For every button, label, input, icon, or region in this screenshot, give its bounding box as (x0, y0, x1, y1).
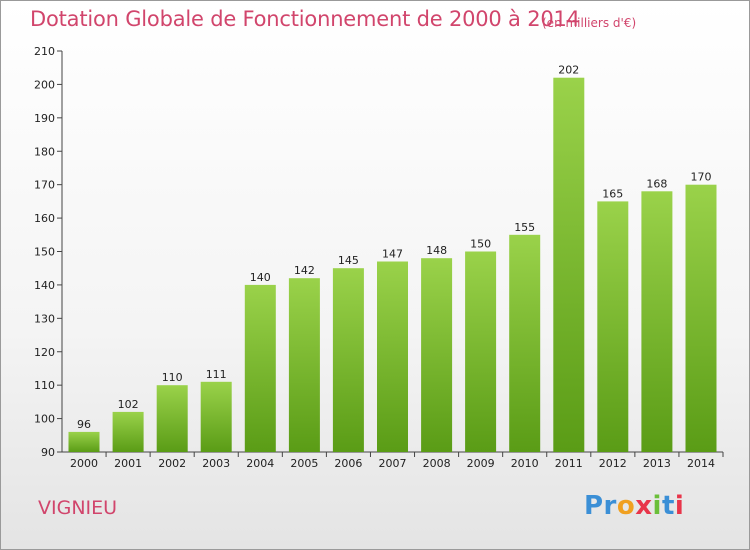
y-tick-label: 210 (34, 45, 55, 58)
y-tick-label: 190 (34, 112, 55, 125)
bar-value-label: 148 (426, 244, 447, 257)
bar (332, 268, 364, 452)
bar (244, 284, 276, 452)
bar (68, 431, 100, 452)
x-tick-label: 2013 (643, 457, 671, 470)
value-labels: 96 102 110 111 140 142 145 147 148 150 155 202 165 16… (77, 64, 712, 431)
bar-value-label: 145 (338, 254, 359, 267)
y-tick-label: 180 (34, 145, 55, 158)
bar-value-label: 202 (558, 64, 579, 77)
x-tick-label: 2014 (687, 457, 715, 470)
chart-unit: (en milliers d'€) (542, 16, 637, 30)
bar (641, 191, 673, 453)
x-tick-label: 2008 (423, 457, 451, 470)
bar-value-label: 147 (382, 248, 403, 261)
bar-value-label: 96 (77, 418, 91, 431)
y-tick-label: 140 (34, 279, 55, 292)
bar-value-label: 168 (646, 177, 667, 190)
bar-value-label: 165 (602, 187, 623, 200)
x-tick-label: 2010 (511, 457, 539, 470)
bar (377, 261, 408, 452)
logo-part: x (635, 491, 653, 521)
bars (68, 77, 717, 453)
y-tick-label: 200 (34, 78, 55, 91)
bar (112, 411, 144, 452)
bar-value-label: 111 (206, 368, 227, 381)
x-tick-label: 2012 (599, 457, 627, 470)
bar-value-label: 155 (514, 221, 535, 234)
y-tick-label: 90 (41, 446, 55, 459)
bar-value-label: 142 (294, 264, 315, 277)
bar (553, 77, 585, 452)
y-tick-label: 170 (34, 179, 55, 192)
bar (685, 184, 717, 452)
commune-name: VIGNIEU (38, 497, 118, 519)
proxiti-logo[interactable]: Proxiti (584, 491, 684, 521)
x-tick-label: 2007 (379, 457, 407, 470)
axes: 90 100 110 120 130 140 150 160 170 180 190 200 210 20… (34, 45, 724, 470)
y-tick-label: 130 (34, 312, 55, 325)
bar (597, 201, 629, 452)
bar-value-label: 102 (118, 398, 139, 411)
logo-part: Pr (584, 491, 617, 521)
bar (156, 385, 188, 452)
x-tick-label: 2002 (158, 457, 186, 470)
logo-part: i (652, 491, 662, 521)
x-tick-label: 2009 (467, 457, 495, 470)
bar (421, 258, 453, 452)
bar-value-label: 140 (250, 271, 271, 284)
bar (509, 234, 541, 452)
x-tick-label: 2011 (555, 457, 583, 470)
y-tick-label: 110 (34, 379, 55, 392)
x-tick-label: 2005 (290, 457, 318, 470)
logo-part: i (674, 491, 685, 521)
y-tick-label: 120 (34, 346, 55, 359)
x-tick-label: 2001 (114, 457, 142, 470)
x-tick-label: 2006 (334, 457, 362, 470)
x-tick-label: 2000 (70, 457, 98, 470)
x-tick-label: 2003 (202, 457, 230, 470)
y-tick-label: 150 (34, 246, 55, 259)
bar-value-label: 150 (470, 238, 491, 251)
bar-value-label: 170 (691, 171, 712, 184)
bar (200, 381, 232, 452)
bar-value-label: 110 (162, 371, 183, 384)
chart-title: Dotation Globale de Fonctionnement de 20… (30, 7, 580, 31)
y-tick-label: 100 (34, 413, 55, 426)
y-tick-label: 160 (34, 212, 55, 225)
x-tick-label: 2004 (246, 457, 274, 470)
bar (465, 251, 497, 452)
logo-part: o (616, 491, 636, 521)
logo-part: t (661, 491, 675, 521)
bar (288, 278, 320, 452)
